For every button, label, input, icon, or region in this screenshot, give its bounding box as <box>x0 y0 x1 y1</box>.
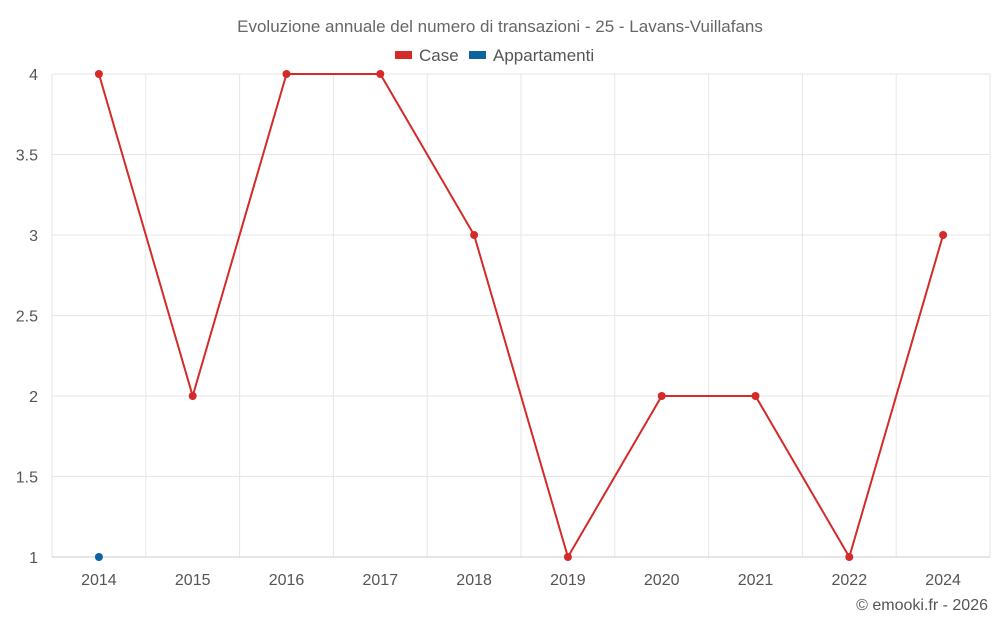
y-tick-label: 3.5 <box>16 148 38 165</box>
y-tick-label: 2 <box>29 389 38 406</box>
series-line-case <box>97 73 945 560</box>
legend[interactable]: Case Appartamenti <box>395 46 594 65</box>
data-point-case[interactable] <box>751 392 760 400</box>
data-point-appartamenti[interactable] <box>94 553 103 561</box>
y-tick-label: 4 <box>29 67 38 84</box>
x-tick-label: 2016 <box>269 572 305 589</box>
y-tick-label: 2.5 <box>16 309 38 326</box>
data-point-case[interactable] <box>376 70 385 78</box>
x-tick-label: 2014 <box>81 572 117 589</box>
data-point-case[interactable] <box>188 392 197 400</box>
legend-swatch-case <box>395 51 412 59</box>
data-point-case[interactable] <box>563 553 572 561</box>
data-point-case[interactable] <box>845 553 854 561</box>
data-point-case[interactable] <box>470 231 479 239</box>
y-tick-label: 1.5 <box>16 470 38 487</box>
x-tick-label: 2019 <box>550 572 586 589</box>
legend-label-case[interactable]: Case <box>419 46 459 65</box>
credit-text[interactable]: © emooki.fr - 2026 <box>856 597 988 614</box>
data-point-case[interactable] <box>939 231 948 239</box>
x-tick-label: 2017 <box>363 572 399 589</box>
axes: 1 1.5 2 2.5 3 3.5 4 2014 2015 2016 2017 2018 2019 202… <box>16 67 990 589</box>
x-tick-label: 2018 <box>456 572 492 589</box>
y-tick-label: 3 <box>29 228 38 245</box>
x-tick-label: 2024 <box>925 572 961 589</box>
legend-swatch-appartamenti <box>469 51 486 59</box>
chart-title: Evoluzione annuale del numero di transaz… <box>237 17 763 36</box>
y-tick-label: 1 <box>29 550 38 567</box>
data-point-case[interactable] <box>282 70 291 78</box>
x-tick-label: 2020 <box>644 572 680 589</box>
x-tick-label: 2015 <box>175 572 211 589</box>
grid-lines <box>51 73 991 557</box>
series-points <box>94 70 948 561</box>
x-tick-label: 2021 <box>738 572 774 589</box>
data-point-case[interactable] <box>94 70 103 78</box>
data-point-case[interactable] <box>657 392 666 400</box>
x-tick-label: 2022 <box>832 572 868 589</box>
series-lines <box>97 73 945 560</box>
legend-label-appartamenti[interactable]: Appartamenti <box>493 46 594 65</box>
